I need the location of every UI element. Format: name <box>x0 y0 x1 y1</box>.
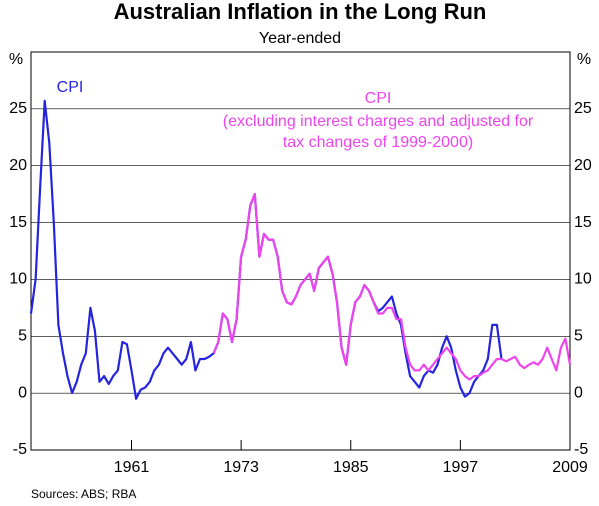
plot-frame <box>30 51 571 451</box>
source-note: Sources: ABS; RBA <box>31 487 136 501</box>
x-tick-label: 1973 <box>223 459 259 476</box>
y-tick-label: -5 <box>13 441 27 458</box>
y-unit-right: % <box>577 51 591 68</box>
y2-tick-label: 5 <box>574 328 583 345</box>
x-tick-label: 1997 <box>443 459 479 476</box>
y2-tick-label: 25 <box>574 100 592 117</box>
annotation: CPI <box>57 79 84 96</box>
y-tick-label: 25 <box>9 100 27 117</box>
y-tick-label: 5 <box>18 328 27 345</box>
y2-tick-label: 0 <box>574 384 583 401</box>
x-tick-label: 2009 <box>552 459 588 476</box>
annotation: CPI <box>365 90 392 107</box>
x-tick-label: 1961 <box>114 459 150 476</box>
annotation: (excluding interest charges and adjusted… <box>223 113 534 130</box>
y2-tick-label: 20 <box>574 157 592 174</box>
y-tick-label: 10 <box>9 271 27 288</box>
y2-tick-label: 15 <box>574 214 592 231</box>
y-unit-left: % <box>9 51 23 68</box>
y-tick-label: 0 <box>18 384 27 401</box>
y2-tick-label: -5 <box>574 441 588 458</box>
annotation: tax changes of 1999-2000) <box>283 134 473 151</box>
x-tick-label: 1985 <box>333 459 369 476</box>
series-line <box>212 193 572 381</box>
y-tick-label: 20 <box>9 157 27 174</box>
chart-title: Australian Inflation in the Long Run <box>114 0 487 24</box>
chart-subtitle: Year-ended <box>259 30 341 47</box>
y2-tick-label: 10 <box>574 271 592 288</box>
y-tick-label: 15 <box>9 214 27 231</box>
